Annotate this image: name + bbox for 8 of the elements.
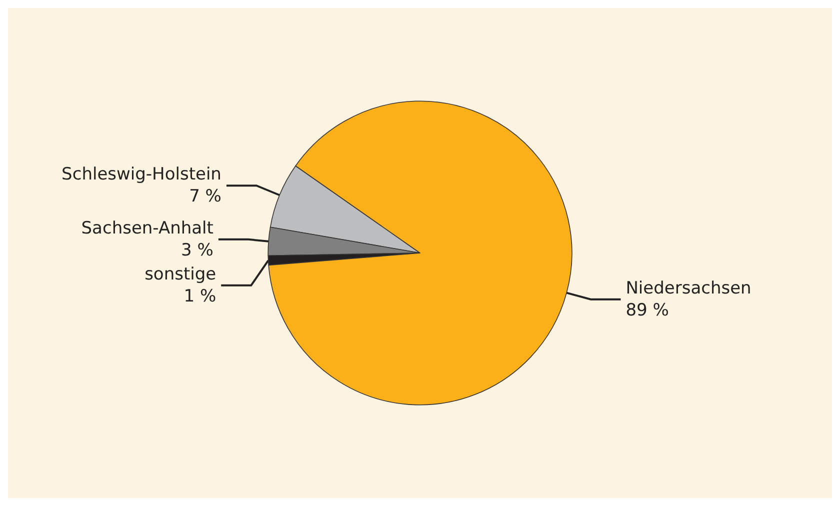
slice-label: Sachsen-Anhalt [81, 218, 214, 238]
data-label: 3 % [181, 240, 214, 260]
data-label: 89 % [626, 300, 669, 320]
slice-label: Schleswig-Holstein [62, 164, 222, 185]
slice-label: sonstige [144, 264, 216, 284]
slice-label: Niedersachsen [626, 278, 752, 298]
data-label: 7 % [189, 186, 222, 207]
data-label: 1 % [184, 286, 216, 306]
